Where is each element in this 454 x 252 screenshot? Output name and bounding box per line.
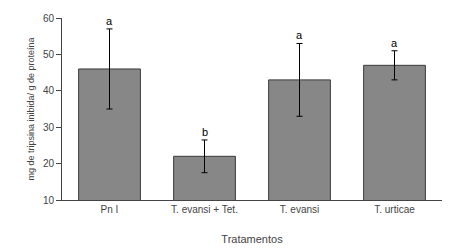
svg-text:10: 10 [43, 195, 55, 206]
svg-text:40: 40 [43, 85, 55, 96]
svg-text:T. urticae: T. urticae [374, 204, 415, 215]
svg-text:30: 30 [43, 122, 55, 133]
svg-text:50: 50 [43, 49, 55, 60]
svg-text:60: 60 [43, 13, 55, 24]
svg-text:a: a [106, 15, 113, 27]
svg-text:T. evansi + Tet.: T. evansi + Tet. [171, 204, 238, 215]
svg-text:20: 20 [43, 158, 55, 169]
svg-text:Pn I: Pn I [101, 204, 119, 215]
svg-text:mg de tripsina inibida/ g de p: mg de tripsina inibida/ g de proteína [26, 37, 36, 180]
svg-text:a: a [391, 37, 398, 49]
svg-text:Tratamentos: Tratamentos [221, 233, 283, 245]
svg-text:a: a [296, 29, 303, 41]
svg-text:T. evansi: T. evansi [280, 204, 319, 215]
svg-text:b: b [202, 126, 208, 138]
